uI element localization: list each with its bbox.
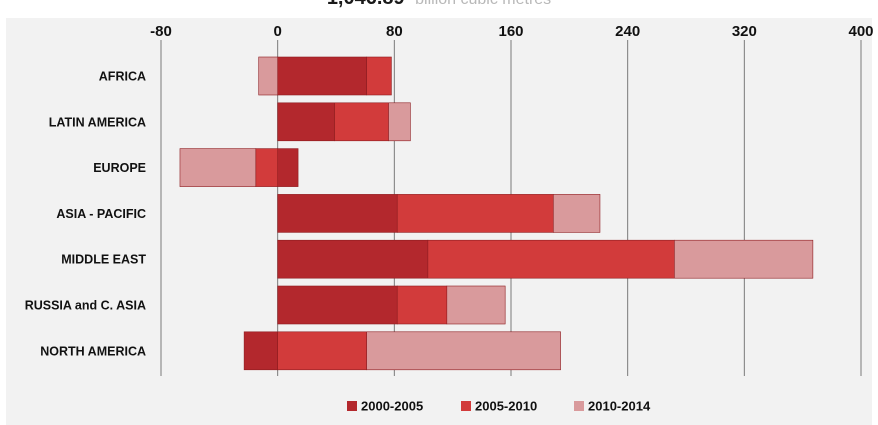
bar-segment [277,56,367,96]
x-tick-label: 320 [732,23,757,40]
bar-segment [277,331,367,371]
category-label: LATIN AMERICA [49,115,146,129]
bar-segment [255,148,278,187]
bar-segment [674,239,814,279]
bar-segment [277,239,429,279]
bar-segment [277,102,335,142]
bar-segment [388,102,411,142]
category-label: ASIA - PACIFIC [56,207,146,221]
bars-layer [179,56,814,371]
title-unit: billion cubic metres [415,0,551,8]
legend-swatch [574,401,584,411]
chart-title: 1,046.89 billion cubic metres [327,0,551,9]
bar-segment [277,148,299,187]
legend-label: 2005-2010 [475,399,537,414]
title-value: 1,046.89 [327,0,405,9]
bar-segment [366,331,561,371]
x-tick-label: 80 [386,23,403,40]
category-label: NORTH AMERICA [40,344,146,358]
bar-segment [427,239,675,279]
category-label: AFRICA [99,70,146,84]
category-label: MIDDLE EAST [61,253,146,267]
bar-segment [396,194,554,233]
category-label: RUSSIA and C. ASIA [25,299,146,313]
x-axis-ticks: -80 0 80 160 240 320 400 [150,23,873,40]
bar-segment [552,194,601,233]
x-tick-label: 160 [498,23,523,40]
category-label: EUROPE [93,161,146,175]
legend-swatch [461,401,471,411]
x-tick-label: 240 [615,23,640,40]
bar-segment [446,285,506,325]
bar-segment [334,102,389,142]
bar-segment [243,331,278,371]
bar-segment [277,194,398,233]
bar-segment [277,285,398,325]
legend: 2000-2005 2005-2010 2010-2014 [347,399,651,414]
x-tick-label: -80 [150,23,172,40]
bar-segment [258,56,278,96]
legend-swatch [347,401,357,411]
bar-segment [179,148,257,187]
bar-segment [396,285,448,325]
y-axis-categories: AFRICA LATIN AMERICA EUROPE ASIA - PACIFIC M… [25,70,147,359]
x-tick-label: 400 [848,23,873,40]
x-tick-label: 0 [273,23,281,40]
bar-segment [366,56,392,96]
legend-label: 2000-2005 [361,399,423,414]
legend-label: 2010-2014 [588,399,651,414]
